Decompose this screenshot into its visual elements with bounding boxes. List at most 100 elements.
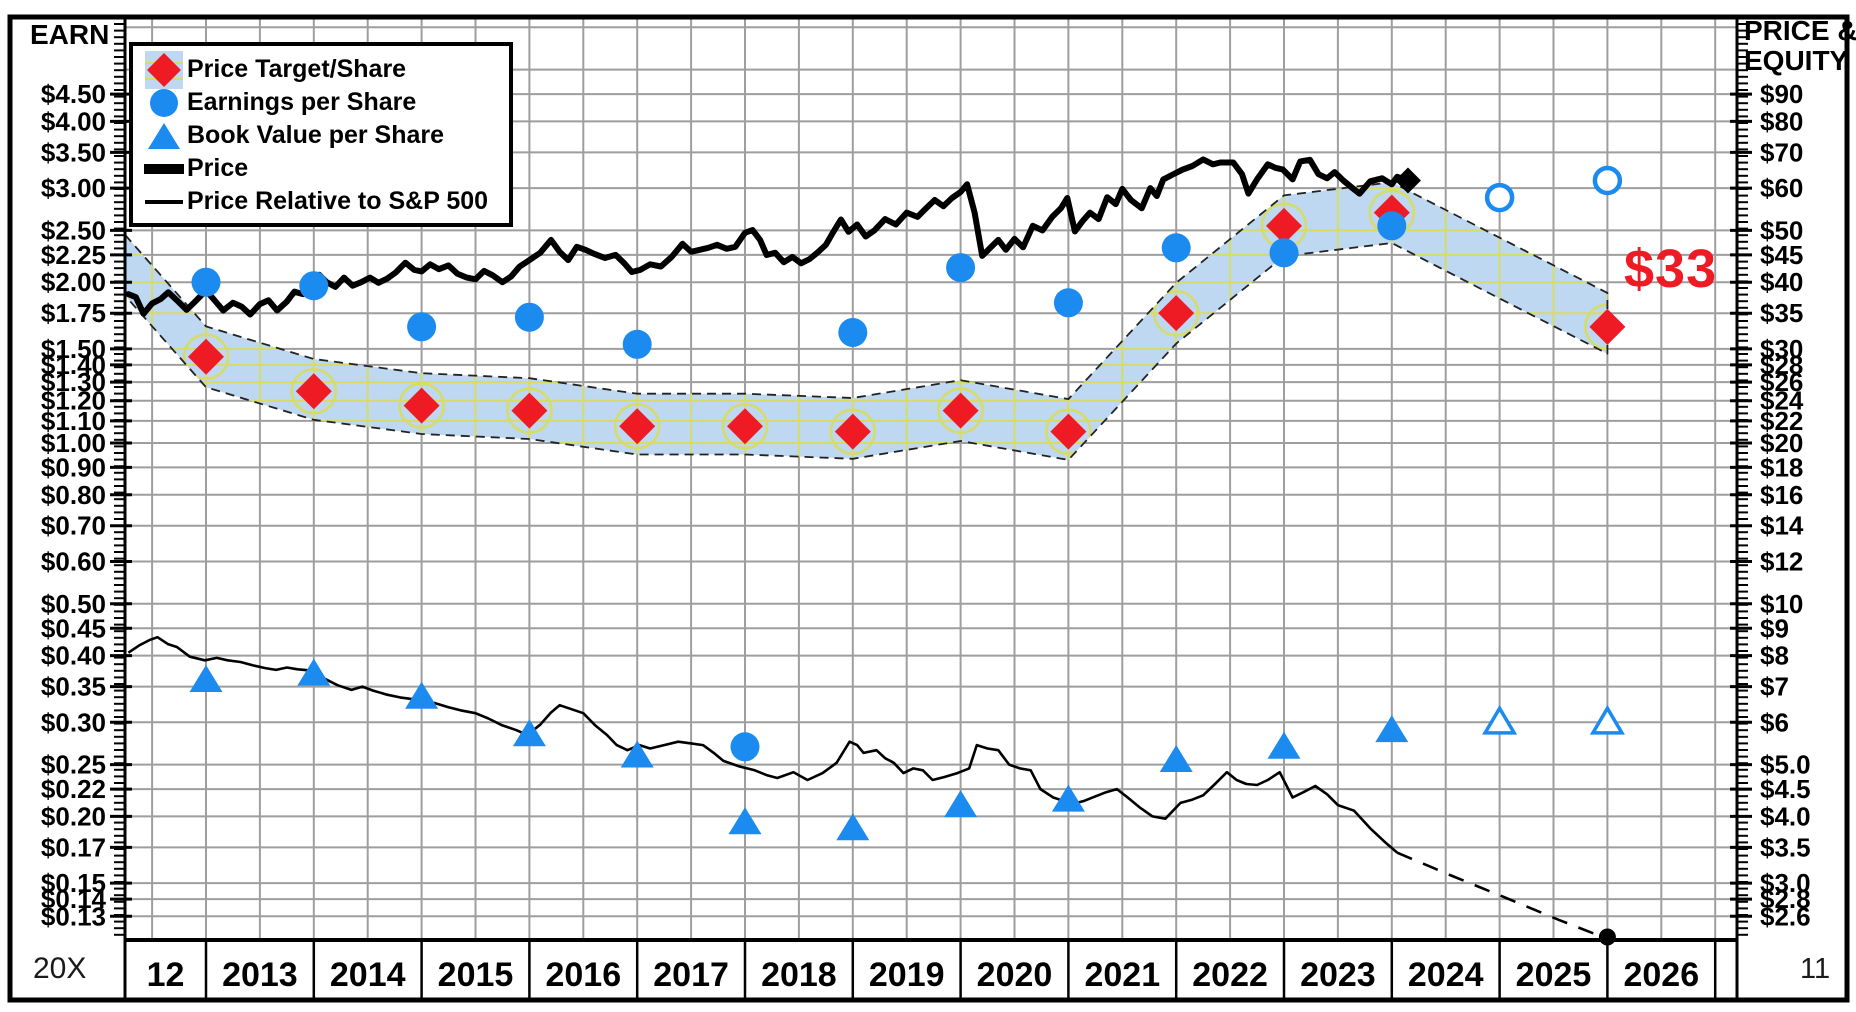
right-axis-title-line2: EQUITY (1744, 45, 1849, 76)
bvps-marker (512, 719, 546, 747)
band-node-circle (721, 402, 769, 450)
right-axis-tick-label: $35 (1760, 298, 1803, 328)
eps-estimate-marker (1484, 182, 1515, 213)
eps-markers (191, 165, 1623, 762)
legend-label: Price (187, 154, 249, 182)
bvps-marker (405, 681, 439, 709)
page-number: 11 (1800, 953, 1831, 985)
legend-item-price-target: Price Target/Share (141, 50, 501, 89)
bvps-marker (1051, 784, 1085, 812)
price-target-legend-swatch (141, 50, 187, 89)
right-axis-tick-label: $26 (1760, 367, 1803, 397)
bvps-marker (1375, 715, 1409, 743)
right-axis-title: PRICE & EQUITY (1744, 16, 1856, 76)
year-label: 2013 (222, 956, 298, 994)
relative-line (127, 635, 1399, 854)
price-target-marker (1589, 308, 1626, 345)
year-label: 2024 (1408, 956, 1484, 994)
legend-label: Book Value per Share (187, 121, 445, 149)
band-node-circle (182, 333, 230, 381)
left-axis-tick-label: $1.10 (41, 406, 106, 436)
right-axis-labels: $90$80$70$60$50$45$40$35$30$28$26$24$22$… (1760, 79, 1811, 931)
price-target-marker (403, 387, 440, 424)
price-target-marker (188, 338, 224, 375)
right-axis-tick-label: $4.5 (1760, 774, 1811, 804)
eps-marker (1269, 238, 1299, 268)
year-label: 2014 (330, 956, 406, 994)
bvps-marker (836, 813, 870, 841)
left-axis-tick-label: $0.30 (41, 707, 106, 737)
right-axis-tick-label: $20 (1760, 428, 1803, 458)
band-node-circle (290, 367, 338, 415)
band-node-circle (506, 387, 553, 434)
left-axis-tick-label: $0.60 (41, 547, 106, 577)
left-axis-tick-label: $1.30 (41, 367, 106, 397)
band-node-circle (937, 387, 984, 434)
bvps-marker (1267, 731, 1301, 759)
right-axis-tick-label: $10 (1760, 589, 1803, 619)
right-axis-tick-label: $24 (1760, 386, 1804, 416)
bvps-marker (189, 665, 223, 693)
right-axis-tick-label: $4.0 (1760, 801, 1811, 831)
bvps-marker (728, 807, 762, 835)
left-axis-tick-label: $0.25 (41, 750, 106, 780)
right-axis-tick-label: $3.5 (1760, 832, 1811, 862)
eps-marker (191, 267, 221, 297)
right-axis-tick-label: $6 (1760, 707, 1789, 737)
eps-marker (514, 302, 544, 332)
price-target-marker (295, 373, 332, 410)
eps-marker (1053, 288, 1083, 318)
eps-marker (1377, 211, 1407, 241)
eps-marker (407, 312, 437, 342)
right-axis-tick-label: $7 (1760, 672, 1789, 702)
right-axis-tick-label: $16 (1760, 480, 1803, 510)
left-axis-labels: $4.50$4.00$3.50 $3.00 $2.50$2.25$2.00$1.75… (41, 79, 107, 931)
year-label: 2022 (1192, 956, 1268, 994)
bvps-marker (297, 658, 331, 686)
band-node-circle (1045, 408, 1092, 455)
axes (110, 17, 1752, 1000)
right-axis-tick-label: $2.8 (1760, 884, 1811, 914)
legend-label: Price Relative to S&P 500 (187, 187, 489, 215)
right-axis-tick-label: $30 (1760, 334, 1803, 364)
x-axis-band: 12 2013 2014 2015 2016 2017 2018 2019 2020 2021 20… (123, 938, 1737, 1000)
year-label: 2018 (761, 956, 837, 994)
left-axis-tick-label: $0.14 (41, 884, 107, 914)
chart-border (7, 14, 1850, 1003)
right-axis-tick-label: $80 (1760, 106, 1803, 136)
left-axis-tick-label: $0.40 (41, 641, 106, 671)
right-axis-tick-label: $3.0 (1760, 868, 1811, 898)
left-axis-tick-label: $0.90 (41, 452, 106, 482)
right-axis-tick-label: $90 (1760, 79, 1803, 109)
year-label: 2016 (545, 956, 621, 994)
left-axis-title: EARN (30, 19, 110, 50)
right-axis-title-line1: PRICE & (1744, 15, 1856, 46)
right-axis-tick-label: $40 (1760, 267, 1803, 297)
right-axis-tick-label: $2.6 (1760, 901, 1811, 931)
legend-label: Price Target/Share (187, 55, 407, 83)
left-axis-tick-label: $1.00 (41, 428, 106, 458)
right-axis-tick-label: $8 (1760, 641, 1789, 671)
eps-marker (622, 329, 652, 359)
bvps-marker (1159, 745, 1193, 773)
price-target-marker (727, 408, 763, 445)
thin-line-icon (145, 199, 183, 204)
bvps-estimate-marker (1589, 704, 1625, 735)
band-fill (125, 182, 1608, 460)
year-label: 2025 (1516, 956, 1592, 994)
left-axis-tick-label: $1.40 (41, 350, 106, 380)
left-axis-tick-label: $2.25 (41, 240, 106, 270)
left-axis-tick-label: $0.17 (41, 832, 106, 862)
price-target-callout: $33 (1624, 239, 1718, 299)
bvps-marker (944, 790, 978, 818)
left-axis-tick-label: $0.13 (41, 901, 106, 931)
right-axis-tick-label: $9 (1760, 613, 1789, 643)
band-node-circle (829, 408, 877, 455)
right-axis-tick-label: $70 (1760, 137, 1803, 167)
left-axis-tick-label: $1.20 (41, 386, 106, 416)
left-axis-tick-label: $0.35 (41, 672, 106, 702)
bvps-marker (620, 740, 654, 768)
legend-item-price: Price (141, 152, 501, 185)
legend: Price Target/Share Earnings per Share Bo… (129, 42, 513, 227)
